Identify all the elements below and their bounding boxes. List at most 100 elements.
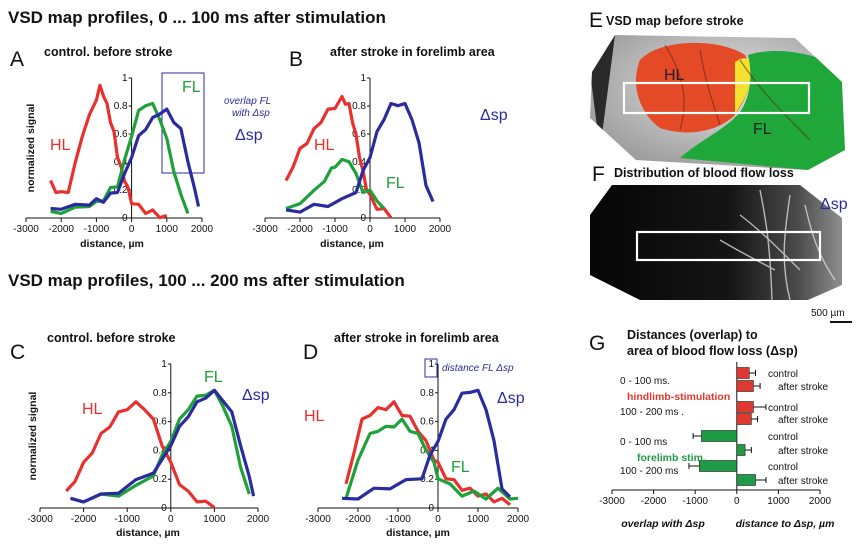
panel-d-xtick-2: -1000 (385, 514, 411, 525)
panel-c-ytick-3: 0.6 (153, 417, 167, 428)
panel-d-letter: D (303, 341, 318, 364)
panel-g-letter: G (589, 332, 605, 355)
panel-b-ytick-4: 0.8 (352, 101, 366, 112)
panel-b-letter: B (289, 48, 303, 71)
hl-region (635, 42, 751, 133)
panel-d-xtick-5: 2000 (507, 514, 530, 525)
panel-g-title-2: area of blood flow loss (Δsp) (627, 344, 798, 358)
panel-g-bar-label-5: after stroke (778, 446, 828, 457)
panel-g-time-label-0: 0 - 100 ms. (620, 376, 670, 387)
panel-a-series-delta-sp (50, 107, 201, 211)
panel-b-ytick-1: 0.2 (352, 185, 366, 196)
panel-d-xtick-4: 1000 (467, 514, 490, 525)
panel-c-ytick-4: 0.8 (153, 388, 167, 399)
panel-c-xtick-2: -1000 (114, 514, 140, 525)
panel-f-image: F Distribution of blood flow loss Δsp 50… (590, 163, 852, 323)
panel-c-title: control. before stroke (47, 331, 176, 345)
panel-b-ytick-0: 0 (360, 213, 366, 224)
panel-a-xtick-0: -3000 (13, 224, 39, 235)
panel-c-xlabel: distance, µm (116, 527, 180, 539)
panel-g-bar-1 (736, 380, 754, 392)
panel-d-ytick-5: 1 (428, 359, 434, 370)
panel-d-title: after stroke in forelimb area (334, 331, 500, 345)
panel-d-label-hl: HL (304, 408, 325, 425)
panel-b-title: after stroke in forelimb area (330, 45, 496, 59)
panel-b-ytick-3: 0.6 (352, 129, 366, 140)
panel-c-xtick-0: -3000 (27, 514, 53, 525)
panel-g-bar-3 (736, 413, 752, 425)
panel-b-series-delta-sp (285, 101, 435, 214)
panel-a-series-hl (49, 83, 168, 220)
panel-c-letter: C (10, 341, 25, 364)
f-label-dsp: Δsp (820, 196, 848, 213)
panel-g-time-label-2: 0 - 100 ms (620, 437, 667, 448)
panel-d-ytick-0: 0 (428, 503, 434, 514)
e-label-hl: HL (664, 67, 685, 84)
e-label-fl: FL (753, 121, 772, 138)
panel-c-label-hl: HL (82, 401, 103, 418)
panel-g-bar-label-2: control (768, 403, 798, 414)
panel-c-ytick-5: 1 (161, 359, 167, 370)
panel-a-ylabel: normalized signal (25, 104, 37, 193)
panel-a-title: control. before stroke (44, 45, 173, 59)
panel-b-series-fl (285, 157, 386, 211)
panel-c-series-fl (70, 388, 251, 504)
panel-d-ytick-1: 0.2 (420, 474, 434, 485)
panel-b-ytick-5: 1 (360, 73, 366, 84)
panel-b-xlabel: distance, µm (320, 238, 384, 250)
panel-b-xtick-1: -2000 (287, 224, 313, 235)
panel-a-annotation-1: with Δsp (232, 108, 270, 119)
panel-a-annotation-0: overlap FL (224, 96, 271, 107)
panel-c-ytick-0: 0 (161, 503, 167, 514)
panel-c-ytick-1: 0.2 (153, 474, 167, 485)
panel-g-xtick-3: 0 (734, 496, 740, 507)
panel-e-image: E VSD map before stroke HL FL (589, 9, 845, 170)
panel-b-xtick-0: -3000 (252, 224, 278, 235)
panel-g-xtick-5: 2000 (809, 496, 832, 507)
panel-d-annotation-0: distance FL Δsp (442, 363, 514, 374)
panel-g-group-hindlimb: hindlimb-stimulation (627, 391, 730, 403)
panel-d-label-fl: FL (451, 459, 470, 476)
panel-c-xtick-5: 2000 (247, 514, 270, 525)
panel-g-xtick-2: -1000 (682, 496, 708, 507)
panel-a-letter: A (10, 48, 24, 71)
panel-b-label-hl: HL (314, 137, 335, 154)
panel-a-label-fl: FL (182, 79, 201, 96)
fl-region (680, 50, 845, 170)
panel-c-xtick-3: 0 (168, 514, 174, 525)
panel-b-xtick-3: 0 (367, 224, 373, 235)
panel-c-xtick-4: 1000 (203, 514, 226, 525)
panel-g-bar-0 (736, 367, 750, 379)
panel-b-xtick-2: -1000 (322, 224, 348, 235)
panel-g-bar-label-1: after stroke (778, 382, 828, 393)
panel-b-series-hl (284, 94, 393, 219)
panel-g-bar-5 (736, 444, 746, 456)
panel-d-xtick-0: -3000 (305, 514, 331, 525)
panel-d-series-delta-sp (341, 388, 512, 501)
panel-g-title-1: Distances (overlap) to (627, 328, 758, 342)
panel-b-label-delta-sp: Δsp (480, 107, 508, 124)
profile-rect-f (635, 230, 822, 262)
panel-g-time-label-1: 100 - 200 ms . (620, 407, 684, 418)
panel-g-bar-label-0: control (768, 369, 798, 380)
panel-g-chart: G Distances (overlap) to area of blood f… (589, 328, 834, 530)
overlap-region (735, 58, 755, 115)
panel-b-xtick-4: 1000 (394, 224, 417, 235)
panel-a-xtick-4: 1000 (156, 224, 179, 235)
panel-f-letter: F (592, 163, 605, 186)
heading-top: VSD map profiles, 0 ... 100 ms after sti… (8, 8, 386, 27)
panel-c-series-delta-sp (70, 388, 256, 504)
panel-g-xlabel-right: distance to Δsp, µm (736, 518, 835, 530)
panel-b-label-fl: FL (386, 175, 405, 192)
scalebar-label: 500 µm (811, 308, 845, 319)
panel-d-label-delta-sp: Δsp (497, 390, 525, 407)
panel-a-ytick-0: 0 (122, 213, 128, 224)
panel-g-bar-4 (701, 430, 738, 442)
panel-d-ytick-3: 0.6 (420, 417, 434, 428)
panel-c-xtick-1: -2000 (71, 514, 97, 525)
panel-d-overlap-box (424, 358, 438, 378)
